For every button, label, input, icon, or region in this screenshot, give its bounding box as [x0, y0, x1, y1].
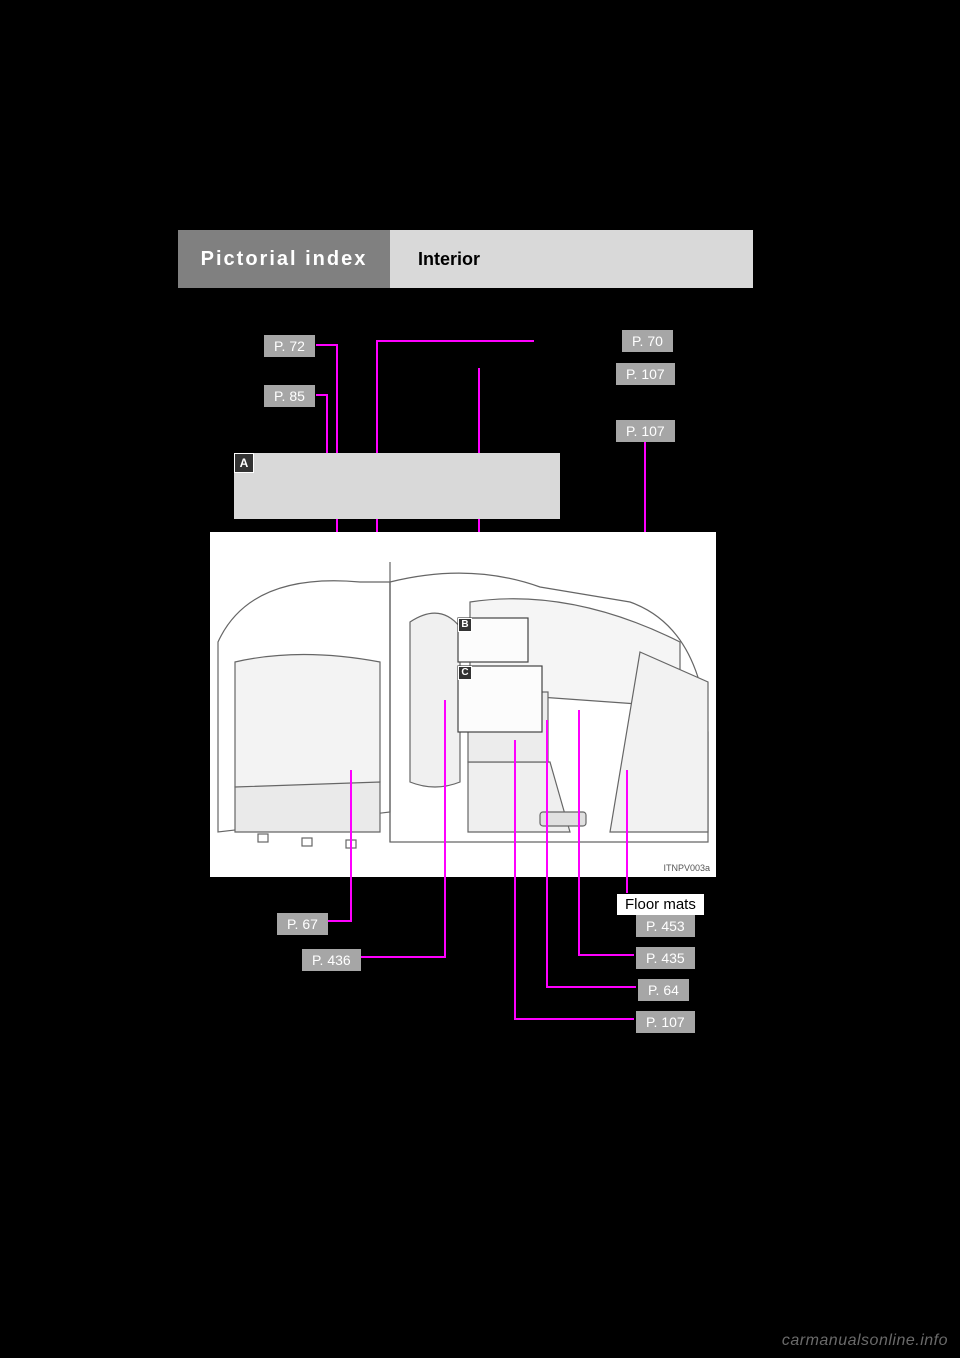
- header-right: Interior: [390, 230, 753, 288]
- leader-console: [444, 700, 446, 958]
- watermark: carmanualsonline.info: [782, 1332, 948, 1350]
- leader-p435-h: [578, 954, 634, 956]
- pill-p107b: P. 107: [616, 420, 675, 442]
- leader-floor: [626, 770, 628, 894]
- leader-front-seat: [514, 740, 516, 1020]
- illustration-id: ITNPV003a: [663, 863, 710, 873]
- floor-mats-tag: Floor mats: [616, 893, 705, 916]
- header-left: Pictorial index: [178, 230, 390, 288]
- leader-p64-h: [546, 986, 636, 988]
- leader-seat-side: [546, 720, 548, 988]
- inset-b-badge: B: [458, 618, 472, 632]
- pill-p107c: P. 107: [636, 1011, 695, 1033]
- leader-p67-h: [326, 920, 352, 922]
- a-box: [234, 453, 560, 519]
- leader-p72-h: [316, 344, 338, 346]
- leader-p436-h: [360, 956, 446, 958]
- pill-p72: P. 72: [264, 335, 315, 357]
- pill-p436: P. 436: [302, 949, 361, 971]
- pill-p453: P. 453: [636, 915, 695, 937]
- pill-p85: P. 85: [264, 385, 315, 407]
- inset-c-badge: C: [458, 666, 472, 680]
- pill-p107a: P. 107: [616, 363, 675, 385]
- leader-console2: [578, 710, 580, 956]
- leader-rear-seat: [350, 770, 352, 920]
- pill-p70: P. 70: [622, 330, 673, 352]
- interior-illustration: B C ITNPV003a: [210, 532, 716, 877]
- pill-p67: P. 67: [277, 913, 328, 935]
- pill-p435: P. 435: [636, 947, 695, 969]
- pill-p64: P. 64: [638, 979, 689, 1001]
- leader-p85-v: [326, 394, 328, 454]
- a-badge: A: [234, 453, 254, 473]
- interior-svg: [210, 532, 716, 877]
- leader-center-1h: [376, 340, 534, 342]
- header-bar: Pictorial index Interior: [178, 230, 753, 288]
- page-root: Pictorial index Interior P. 72 P. 85 P. …: [0, 0, 960, 1358]
- leader-p107c-h: [514, 1018, 634, 1020]
